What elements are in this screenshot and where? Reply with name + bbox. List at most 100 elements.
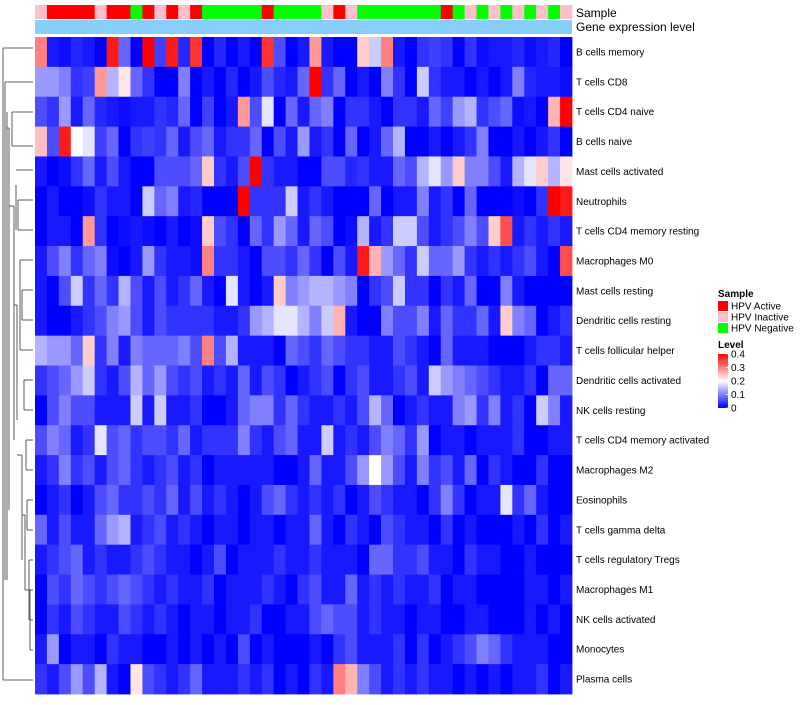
heatmap-cell (476, 186, 489, 217)
heatmap-cell (46, 246, 60, 277)
heatmap-cell (46, 365, 60, 396)
heatmap-cell (166, 126, 179, 157)
heatmap-cell (273, 544, 286, 575)
heatmap-cell (70, 455, 84, 486)
sample-annotation-cell (321, 5, 334, 19)
heatmap-cell (190, 455, 203, 486)
heatmap-cell (142, 425, 155, 456)
heatmap-cell (500, 544, 513, 575)
heatmap-cell (452, 186, 465, 217)
heatmap-cell (118, 604, 131, 635)
heatmap-cell (357, 186, 370, 217)
heatmap-cell (202, 37, 215, 68)
heatmap-cell (35, 335, 48, 366)
heatmap-cell (285, 156, 298, 187)
heatmap-cell (35, 216, 48, 247)
heatmap-cell (202, 126, 215, 157)
heatmap-cell (202, 574, 215, 605)
heatmap-cell (249, 365, 263, 396)
heatmap-cell (273, 604, 286, 635)
heatmap-cell (560, 634, 573, 665)
heatmap-cell (178, 37, 191, 68)
sample-annotation-cell (190, 5, 203, 19)
heatmap-cell (357, 484, 370, 516)
row-label: T cells gamma delta (576, 525, 666, 536)
heatmap-cell (476, 216, 489, 247)
heatmap-cell (94, 484, 107, 516)
heatmap-cell (82, 425, 96, 456)
heatmap-cell (404, 484, 418, 516)
heatmap-cell (548, 216, 561, 247)
sample-annotation-cell (512, 5, 525, 19)
heatmap-cell (440, 455, 454, 486)
heatmap-cell (190, 664, 203, 695)
heatmap-cell (428, 275, 442, 307)
heatmap-cell (381, 604, 394, 635)
heatmap-cell (118, 37, 131, 68)
heatmap-cell (357, 216, 370, 247)
heatmap-cell (357, 275, 370, 307)
heatmap-cell (94, 66, 107, 98)
heatmap-cell (285, 365, 298, 396)
heatmap-cell (524, 634, 537, 665)
heatmap-cell (404, 425, 418, 456)
heatmap-cell (142, 66, 155, 98)
heatmap-cell (178, 305, 191, 337)
heatmap-cell (512, 216, 525, 247)
heatmap-cell (464, 335, 477, 366)
heatmap-cell (548, 664, 561, 695)
heatmap-cell (214, 664, 227, 695)
heatmap-cell (46, 96, 60, 127)
heatmap-cell (58, 246, 72, 277)
heatmap-cell (261, 604, 275, 635)
heatmap-cell (214, 305, 227, 337)
heatmap-cell (106, 37, 119, 68)
heatmap-cell (106, 216, 119, 247)
heatmap-cell (94, 514, 107, 546)
heatmap-cell (548, 484, 561, 516)
heatmap-cell (130, 96, 143, 127)
heatmap-cell (440, 156, 454, 187)
heatmap-cell (488, 186, 501, 217)
heatmap-cell (404, 514, 418, 546)
heatmap-cell (488, 126, 501, 157)
heatmap-cell (118, 335, 131, 366)
heatmap-cell (440, 305, 454, 337)
heatmap-cell (512, 66, 525, 98)
sample-annotation-cell (404, 5, 418, 19)
heatmap-cell (464, 156, 477, 187)
heatmap-cell (261, 275, 275, 307)
heatmap-cell (500, 514, 513, 546)
heatmap-cell (118, 246, 131, 277)
heatmap-cell (512, 186, 525, 217)
heatmap-cell (381, 395, 394, 426)
heatmap-cell (381, 275, 394, 307)
heatmap-cell (321, 335, 334, 366)
heatmap-cell (46, 544, 60, 575)
heatmap-cell (476, 126, 489, 157)
heatmap-cell (428, 156, 442, 187)
heatmap-cell (261, 126, 275, 157)
sample-annotation-cell (249, 5, 263, 19)
heatmap-cell (321, 604, 334, 635)
sample-annotation-cell (70, 5, 84, 19)
annotation-label-sample: Sample (576, 6, 617, 20)
sample-annotation-cell (440, 5, 454, 19)
heatmap-cell (357, 634, 370, 665)
heatmap-cell (237, 66, 251, 98)
heatmap-cell (345, 455, 358, 486)
heatmap-cell (166, 514, 179, 546)
heatmap-cell (452, 604, 465, 635)
heatmap-cell (237, 395, 251, 426)
heatmap-cell (500, 156, 513, 187)
heatmap-cell (214, 37, 227, 68)
heatmap-cell (261, 365, 275, 396)
heatmap-cell (309, 664, 322, 695)
heatmap-cell (440, 544, 454, 575)
heatmap-cell (82, 216, 96, 247)
heatmap-cell (369, 246, 382, 277)
heatmap-cell (225, 455, 239, 486)
heatmap-cell (154, 634, 167, 665)
heatmap-cell (273, 425, 286, 456)
heatmap-cell (130, 37, 143, 68)
